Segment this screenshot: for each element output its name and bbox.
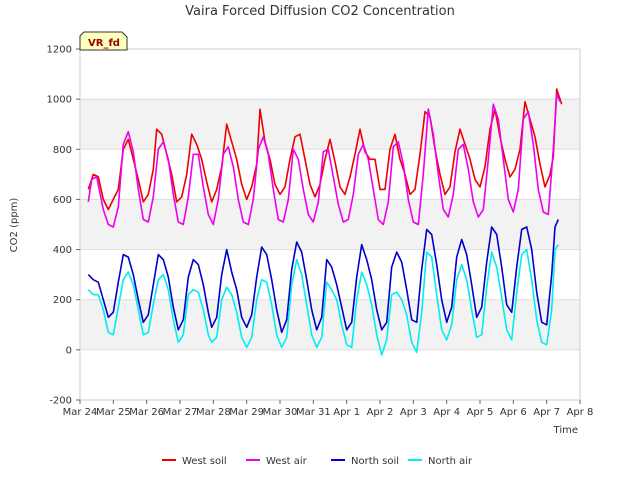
x-tick-label: Mar 25 — [96, 407, 131, 418]
x-tick-label: Mar 31 — [296, 407, 331, 418]
x-tick-label: Apr 1 — [333, 407, 360, 418]
y-axis-label: CO2 (ppm) — [9, 198, 20, 253]
series-line-north-soil — [87, 219, 560, 334]
y-tick-label: 800 — [53, 145, 72, 156]
series-line-west-air — [87, 93, 561, 228]
x-tick-label: Mar 29 — [229, 407, 264, 418]
y-tick-label: 1200 — [47, 45, 72, 56]
x-tick-label: Apr 4 — [433, 407, 460, 418]
x-tick-label: Mar 26 — [129, 407, 164, 418]
x-tick-label: Mar 24 — [63, 407, 98, 418]
legend-label-west-soil: West soil — [182, 456, 227, 467]
x-tick-label: Mar 27 — [163, 407, 198, 418]
chart-title: Vaira Forced Diffusion CO2 Concentration — [185, 4, 455, 19]
legend-label-north-air: North air — [428, 456, 473, 467]
legend-label-north-soil: North soil — [351, 456, 399, 467]
y-tick-label: 1000 — [47, 95, 72, 106]
x-tick-label: Mar 30 — [263, 407, 298, 418]
series-lines — [87, 88, 563, 356]
site-badge-label: VR_fd — [88, 38, 120, 49]
legend-label-west-air: West air — [266, 456, 308, 467]
y-tick-label: -200 — [49, 396, 72, 407]
x-tick-label: Apr 2 — [367, 407, 394, 418]
background-band — [80, 199, 580, 250]
y-tick-label: 0 — [66, 345, 72, 356]
series-line-north-air — [87, 244, 559, 356]
y-axis-ticks: -200 0 200 400 600 800 1000 1200 — [47, 45, 80, 407]
x-tick-label: Apr 7 — [533, 407, 560, 418]
x-tick-label: Apr 6 — [500, 407, 527, 418]
site-badge: VR_fd — [79, 31, 128, 51]
x-tick-label: Apr 8 — [567, 407, 594, 418]
site-badge-box — [79, 31, 128, 51]
x-tick-label: Mar 28 — [196, 407, 231, 418]
y-tick-label: 200 — [53, 295, 72, 306]
y-tick-label: 600 — [53, 195, 72, 206]
y-tick-label: 400 — [53, 245, 72, 256]
legend: West soil West air North soil North air — [162, 456, 473, 467]
x-tick-label: Apr 5 — [467, 407, 494, 418]
background-band — [80, 299, 580, 350]
x-axis-label: Time — [553, 425, 578, 436]
plot-area-border — [79, 48, 581, 401]
x-tick-label: Apr 3 — [400, 407, 427, 418]
background-bands — [80, 99, 580, 350]
